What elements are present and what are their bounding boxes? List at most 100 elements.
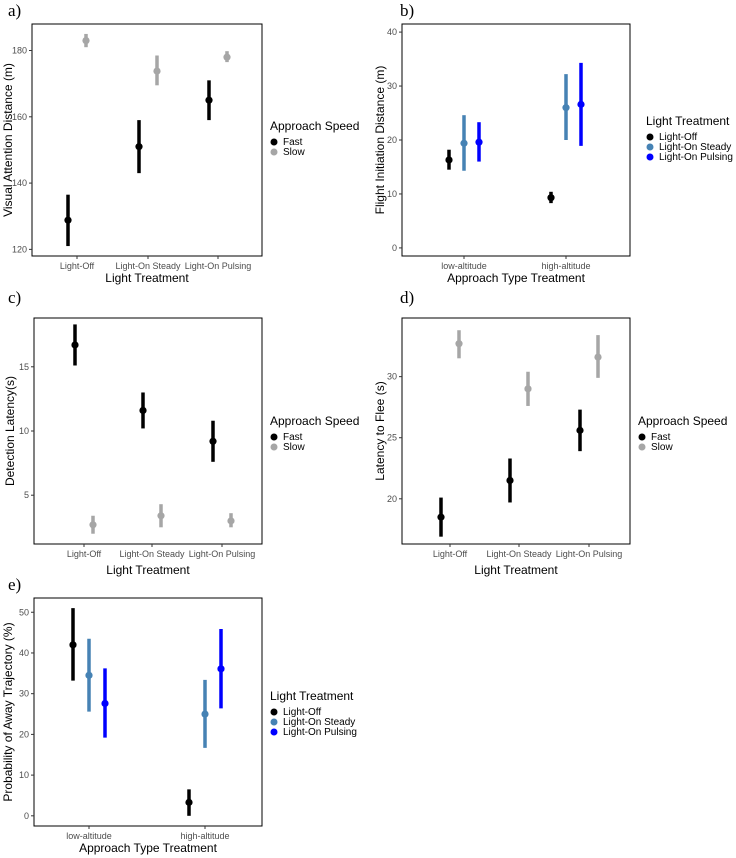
legend-key <box>646 143 654 151</box>
data-point <box>85 671 93 679</box>
y-tick-label: 10 <box>387 189 397 199</box>
panel-d: d) 20 25 30 Light-Off Light-On Steady Light-On… <box>373 288 727 577</box>
x-tick-label: low-altitude <box>66 831 112 841</box>
data-point <box>135 143 143 151</box>
y-tick-label: 0 <box>392 243 397 253</box>
panel-c: c) 5 10 15 Light-Off Light-On Steady Light-On … <box>3 288 359 577</box>
data-point <box>82 36 90 45</box>
x-axis-title: Light Treatment <box>105 271 189 285</box>
y-tick-label: 20 <box>387 135 397 145</box>
legend-label: Light-Off <box>283 707 321 718</box>
legend-key <box>270 148 278 156</box>
legend-key <box>270 433 278 441</box>
y-tick-label: 20 <box>387 494 397 504</box>
legend-label: Fast <box>651 432 671 443</box>
data-point <box>227 517 235 525</box>
plot-frame <box>401 317 631 545</box>
legend-label: Light-On Pulsing <box>283 727 357 738</box>
plot-frame <box>31 23 263 257</box>
plot-frame <box>33 317 263 545</box>
y-tick-label: 15 <box>19 362 29 372</box>
data-point <box>506 476 514 485</box>
legend-label: Slow <box>283 147 305 158</box>
x-tick-label: Light-On Steady <box>486 549 552 559</box>
x-tick-label: Light-Off <box>433 549 468 559</box>
legend-title: Light Treatment <box>646 114 730 128</box>
data-point <box>101 699 109 708</box>
data-point <box>455 340 463 348</box>
x-tick-label: Light-Off <box>60 261 95 271</box>
y-tick-label: 10 <box>19 770 29 780</box>
panel-label: b) <box>400 1 414 20</box>
x-axis-title: Approach Type Treatment <box>447 271 586 285</box>
legend-title: Approach Speed <box>270 414 359 428</box>
data-point <box>445 156 453 164</box>
x-tick-label: low-altitude <box>441 261 487 271</box>
x-axis-title: Approach Type Treatment <box>79 841 218 855</box>
x-tick-label: Light-On Pulsing <box>189 549 256 559</box>
x-tick-label: Light-On Steady <box>115 261 181 271</box>
y-tick-label: 30 <box>387 81 397 91</box>
data-point <box>69 641 77 649</box>
legend-key <box>646 133 654 141</box>
data-point <box>217 665 225 673</box>
x-tick-label: Light-On Pulsing <box>185 261 252 271</box>
y-axis-title: Visual Attention Distance (m) <box>1 63 15 217</box>
legend-key <box>646 153 654 161</box>
y-tick-label: 10 <box>19 426 29 436</box>
x-tick-label: Light-On Pulsing <box>556 549 623 559</box>
x-axis-title: Light Treatment <box>474 563 558 577</box>
panel-label: c) <box>8 288 21 307</box>
legend-label: Slow <box>651 442 673 453</box>
y-axis-title: Probability of Away Trajectory (%) <box>1 622 15 801</box>
legend-title: Light Treatment <box>270 689 354 703</box>
y-tick-label: 5 <box>24 490 29 500</box>
legend-label: Light-Off <box>659 132 697 143</box>
data-point <box>153 67 161 75</box>
legend-key <box>270 138 278 146</box>
legend-key <box>270 443 278 451</box>
y-tick-label: 0 <box>24 811 29 821</box>
y-axis-title: Detection Latency(s) <box>3 376 17 486</box>
data-point <box>576 426 584 434</box>
legend-label: Slow <box>283 442 305 453</box>
y-tick-label: 25 <box>387 433 397 443</box>
panel-e: e) 0 10 20 30 40 50 low-altitude high-altitudeAp… <box>1 575 357 855</box>
data-point <box>460 139 468 147</box>
data-point <box>524 385 532 393</box>
x-tick-label: Light-Off <box>67 549 102 559</box>
data-point <box>139 406 147 415</box>
y-tick-label: 180 <box>12 46 27 56</box>
data-point <box>437 513 445 521</box>
data-point <box>223 53 231 61</box>
panel-label: a) <box>8 1 21 20</box>
y-axis-title: Latency to Flee (s) <box>373 381 387 480</box>
x-tick-label: Light-On Steady <box>119 549 185 559</box>
data-point <box>205 96 213 104</box>
legend-label: Light-On Steady <box>283 717 355 728</box>
y-tick-label: 30 <box>387 372 397 382</box>
y-tick-label: 40 <box>387 27 397 37</box>
data-point <box>562 104 570 112</box>
data-point <box>594 353 602 361</box>
data-point <box>185 798 193 806</box>
legend-label: Fast <box>283 432 303 443</box>
y-tick-label: 50 <box>19 607 29 617</box>
y-tick-label: 120 <box>12 244 27 254</box>
y-axis-title: Flight Initiation Distance (m) <box>373 66 387 215</box>
data-point <box>89 521 97 529</box>
data-point <box>157 512 165 520</box>
plot-frame <box>33 597 263 827</box>
data-point <box>209 437 217 445</box>
plot-frame <box>401 23 631 257</box>
legend-label: Light-On Pulsing <box>659 152 733 163</box>
data-point <box>547 194 555 202</box>
legend-key <box>270 708 278 716</box>
legend-key <box>638 443 646 451</box>
legend-label: Light-On Steady <box>659 142 731 153</box>
y-tick-label: 140 <box>12 178 27 188</box>
data-point <box>201 710 209 718</box>
x-tick-label: high-altitude <box>180 831 229 841</box>
legend-title: Approach Speed <box>638 414 727 428</box>
